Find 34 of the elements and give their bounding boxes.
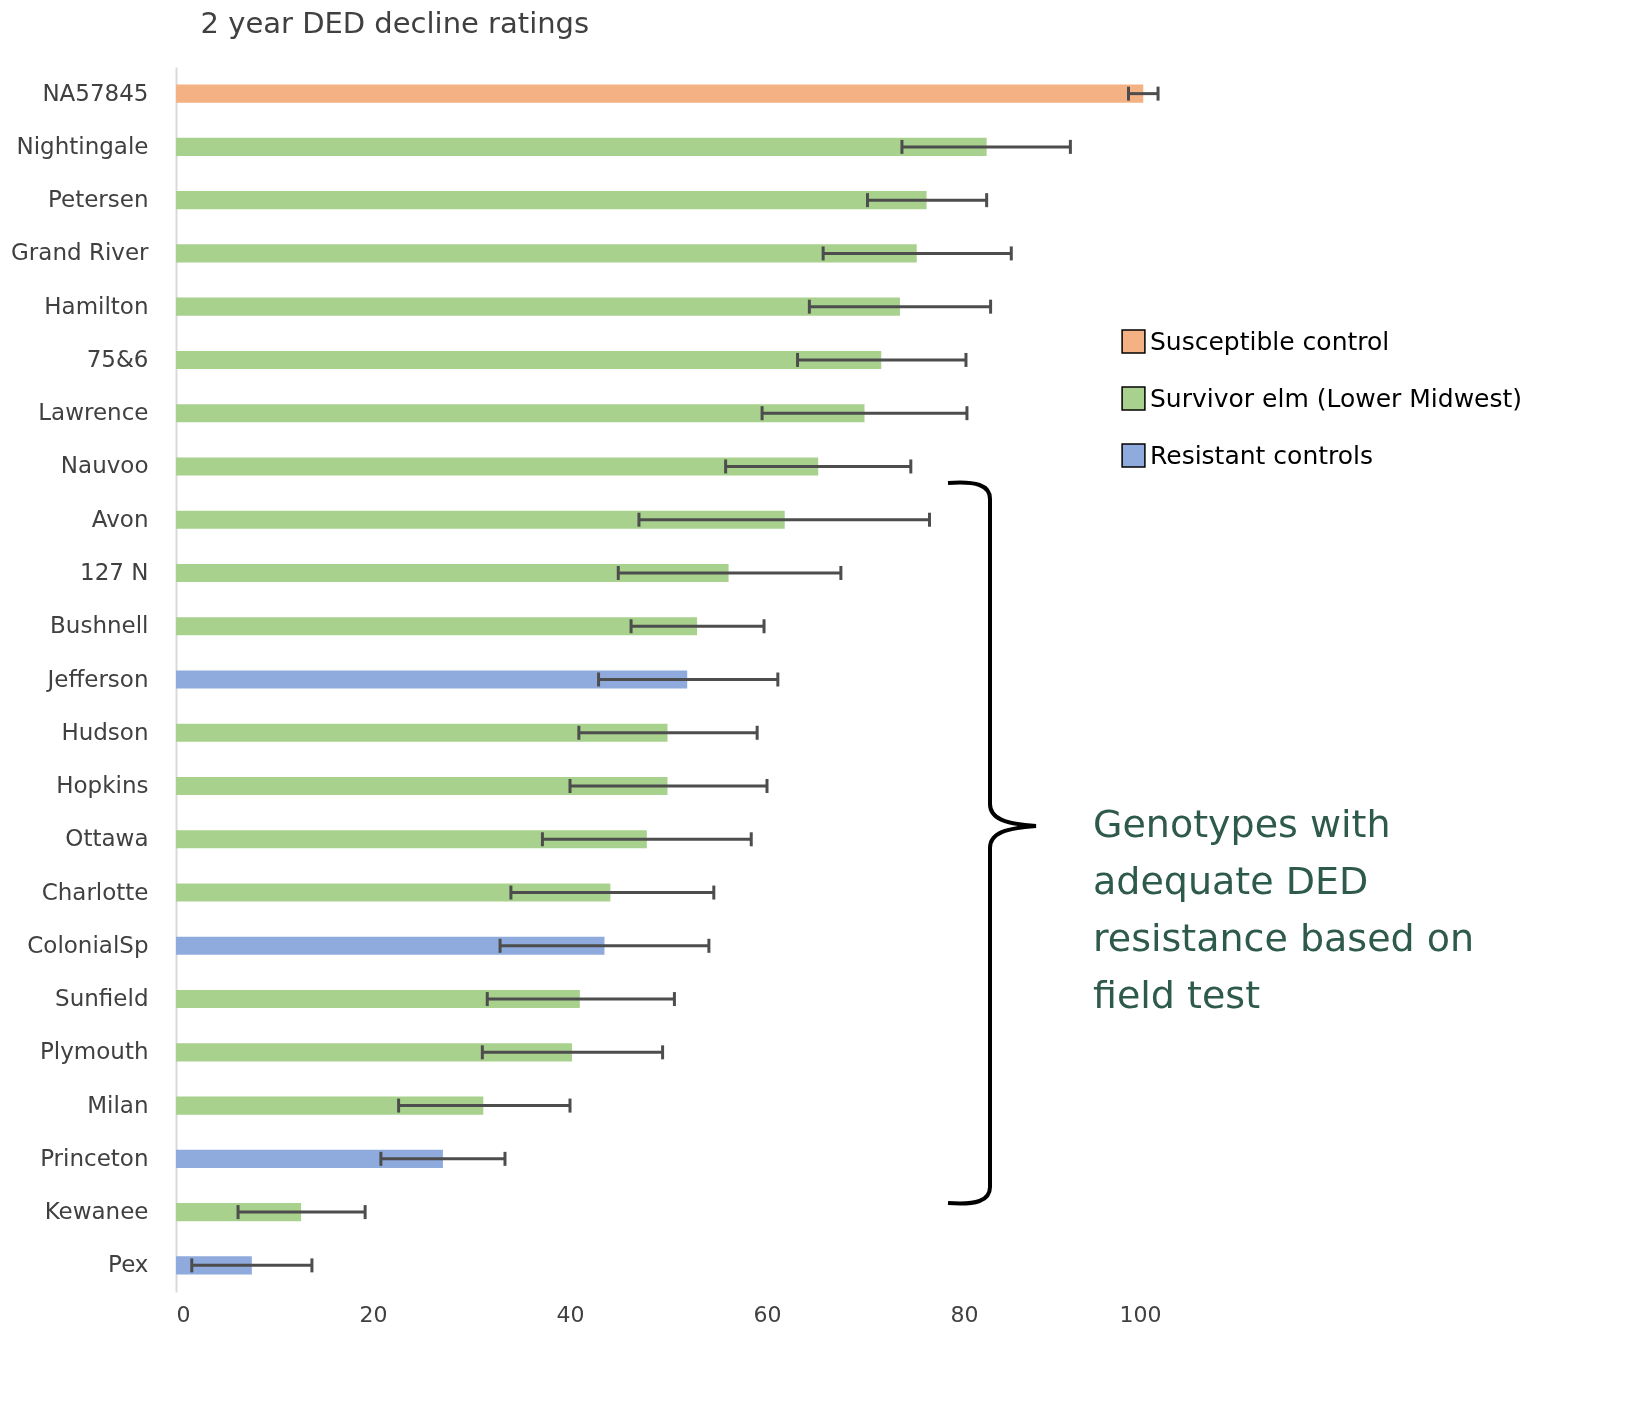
x-tick-label: 40 bbox=[556, 1301, 585, 1327]
y-tick-label: Avon bbox=[91, 505, 149, 532]
y-tick-label: Charlotte bbox=[41, 878, 149, 905]
y-tick-label: ColonialSp bbox=[27, 931, 149, 958]
y-tick-label: Jefferson bbox=[45, 665, 149, 692]
y-tick-label: Grand River bbox=[11, 239, 150, 266]
y-tick-label: Hudson bbox=[61, 718, 149, 745]
x-tick-label: 60 bbox=[753, 1301, 782, 1327]
y-tick-label: Lawrence bbox=[38, 399, 149, 426]
y-tick-label: Hamilton bbox=[44, 292, 149, 319]
y-tick-label: Ottawa bbox=[65, 825, 149, 852]
y-tick-label: Milan bbox=[87, 1091, 149, 1118]
y-tick-label: NA57845 bbox=[42, 79, 149, 106]
legend-label: Susceptible control bbox=[1150, 326, 1390, 356]
y-tick-label: Petersen bbox=[47, 186, 149, 213]
y-tick-label: Princeton bbox=[40, 1144, 149, 1171]
y-tick-label: Kewanee bbox=[44, 1198, 149, 1225]
y-tick-label: Bushnell bbox=[50, 612, 149, 639]
x-tick-label: 80 bbox=[950, 1301, 979, 1327]
legend-label: Resistant controls bbox=[1150, 440, 1374, 470]
y-tick-label: 75&6 bbox=[86, 345, 149, 372]
y-tick-label: Nauvoo bbox=[60, 452, 149, 479]
y-tick-label: Nightingale bbox=[16, 132, 149, 159]
chart-title: 2 year DED decline ratings bbox=[200, 6, 590, 40]
y-tick-label: Hopkins bbox=[56, 772, 149, 799]
legend-label: Survivor elm (Lower Midwest) bbox=[1150, 383, 1523, 413]
x-tick-label: 100 bbox=[1119, 1301, 1162, 1327]
y-tick-label: Pex bbox=[108, 1251, 149, 1278]
x-tick-label: 20 bbox=[359, 1301, 388, 1327]
y-tick-label: Sunfield bbox=[55, 985, 149, 1012]
x-tick-label: 0 bbox=[176, 1301, 191, 1327]
y-tick-label: 127 N bbox=[80, 558, 149, 585]
annotation: Genotypes with adequate DED resistance based on field test bbox=[1093, 802, 1475, 1017]
y-tick-label: Plymouth bbox=[39, 1038, 149, 1065]
